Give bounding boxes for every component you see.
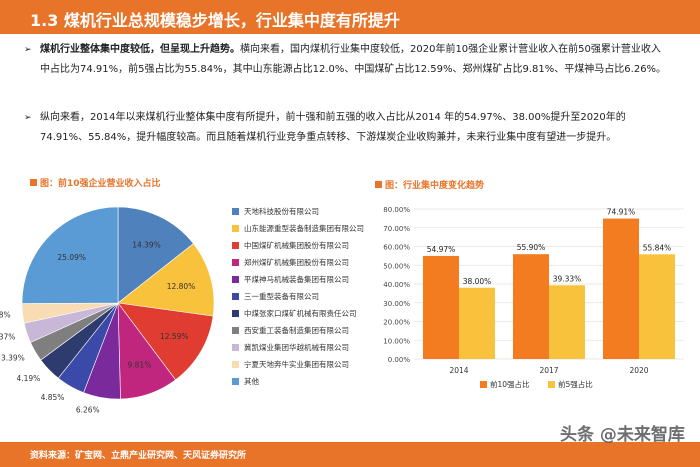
legend-item: 三一重型装备有限公司 — [232, 290, 319, 303]
source-note: 资料来源：矿宝网、立鼎产业研究网、天风证券研究所 — [30, 451, 247, 461]
bar — [549, 285, 585, 359]
bar-chart: 0.00% 10.00% 20.00% 30.00% 40.00% 50.00% 60.00… — [383, 206, 684, 389]
pie-slice-label: 12.80% — [167, 282, 196, 291]
legend-label: 山东能源重型装备制造集团有限公司 — [244, 224, 364, 233]
pie-slice — [117, 302, 214, 381]
bar-value-label: 74.91% — [607, 208, 636, 217]
legend-label: 中国煤矿机械集团股份有限公司 — [244, 241, 349, 250]
section-header: 1.3 煤机行业总规模稳步增长，行业集中度有所提升 — [0, 0, 700, 34]
y-tick-label: 80.00% — [383, 206, 410, 214]
legend-item: 西安重工装备制造集团有限公司 — [232, 324, 349, 337]
legend-item: 山东能源重型装备制造集团有限公司 — [232, 222, 364, 235]
legend-swatch — [232, 293, 239, 300]
bar-legend-label: 前5强占比 — [558, 379, 593, 389]
legend-label: 西安重工装备制造集团有限公司 — [244, 326, 349, 335]
paragraph-2-body: 纵向来看，2014年以来煤机行业整体集中度有所提升，前十强和前五强的收入占比从2… — [40, 112, 626, 143]
pie-figure-title: 图：前10强企业营业收入占比 — [30, 176, 161, 189]
bar-value-label: 54.97% — [427, 245, 456, 254]
legend-label: 平煤神马机械装备集团有限公司 — [244, 275, 349, 284]
legend-item: 中国煤矿机械集团股份有限公司 — [232, 239, 349, 252]
y-tick-label: 30.00% — [383, 300, 410, 308]
legend-swatch — [232, 327, 239, 334]
legend-label: 天地科技股份有限公司 — [244, 207, 319, 216]
pie-slice-label: 9.81% — [128, 361, 152, 370]
y-tick-label: 70.00% — [383, 225, 410, 233]
y-tick-label: 50.00% — [383, 262, 410, 270]
bar-figure-title: 图：行业集中度变化趋势 — [375, 178, 484, 191]
y-tick-label: 20.00% — [383, 319, 410, 327]
bar-value-label: 38.00% — [463, 277, 492, 286]
legend-swatch — [232, 378, 239, 385]
legend-swatch — [232, 225, 239, 232]
x-tick-label: 2014 — [449, 366, 468, 375]
x-tick-label: 2017 — [539, 366, 558, 375]
watermark: 头条 @未来智库 — [560, 425, 685, 445]
pie-slice-label: 3.37% — [0, 333, 15, 342]
legend-item: 郑州煤矿机械集团股份有限公司 — [232, 256, 349, 269]
legend-item: 冀凯煤业集团华越机械有限公司 — [232, 341, 349, 354]
y-tick-label: 60.00% — [383, 244, 410, 252]
bullet-arrow-icon: ➢ — [24, 45, 32, 55]
pie-slice — [117, 206, 194, 304]
bar-value-label: 39.33% — [553, 274, 582, 283]
legend-item: 平煤神马机械装备集团有限公司 — [232, 273, 349, 286]
legend-swatch — [232, 242, 239, 249]
pie-chart: 14.39% 12.80% 12.59% 9.81% 6.26% 4.85% 4.19% 3.… — [0, 206, 215, 414]
legend-swatch — [232, 361, 239, 368]
bar — [639, 254, 675, 359]
legend-swatch — [232, 208, 239, 215]
y-tick-label: 0.00% — [388, 356, 411, 364]
paragraph-2: ➢ 纵向来看，2014年以来煤机行业整体集中度有所提升，前十强和前五强的收入占比… — [24, 108, 670, 148]
legend-label: 中煤张家口煤矿机械有限责任公司 — [244, 309, 357, 318]
y-tick-label: 10.00% — [383, 337, 410, 345]
legend-swatch — [232, 276, 239, 283]
legend-label: 冀凯煤业集团华越机械有限公司 — [244, 343, 349, 352]
bullet-arrow-icon: ➢ — [24, 113, 32, 123]
pie-slice-label: 6.26% — [76, 405, 100, 414]
pie-slice-label: 12.59% — [160, 332, 189, 341]
legend-item: 其他 — [232, 375, 259, 388]
legend-label: 其他 — [244, 377, 259, 386]
pie-slice — [117, 243, 215, 317]
bar-legend-swatch — [480, 381, 487, 388]
legend-label: 三一重型装备有限公司 — [244, 292, 319, 301]
bar-legend-swatch — [548, 381, 555, 388]
paragraph-1-body: 横向来看，国内煤机行业集中度较低，2020年前10强企业累计营业收入在前50强累… — [40, 44, 667, 75]
pie-slice-label: 3.39% — [1, 354, 25, 363]
bar-legend-label: 前10强占比 — [490, 379, 530, 389]
bar-value-label: 55.84% — [643, 243, 672, 252]
paragraph-1-lead: 煤机行业整体集中度较低，但呈现上升趋势。 — [40, 44, 240, 55]
legend-item: 宁夏天地奔牛实业集团有限公司 — [232, 358, 349, 371]
pie-slice-label: 25.09% — [57, 253, 86, 262]
legend-swatch — [232, 259, 239, 266]
legend-label: 宁夏天地奔牛实业集团有限公司 — [244, 360, 349, 369]
legend-swatch — [232, 344, 239, 351]
pie-slice-label: 4.19% — [16, 374, 40, 383]
legend-label: 郑州煤矿机械集团股份有限公司 — [244, 258, 349, 267]
footer-bar: 资料来源：矿宝网、立鼎产业研究网、天风证券研究所 — [0, 442, 700, 467]
legend-swatch — [232, 310, 239, 317]
bar — [603, 218, 639, 359]
legend-item: 中煤张家口煤矿机械有限责任公司 — [232, 307, 357, 320]
paragraph-1: ➢ 煤机行业整体集中度较低，但呈现上升趋势。横向来看，国内煤机行业集中度较低，2… — [24, 40, 670, 80]
pie-slice-label: 14.39% — [132, 240, 161, 249]
pie-slice — [21, 206, 119, 304]
bar — [459, 287, 495, 359]
bar — [423, 255, 459, 359]
x-tick-label: 2020 — [629, 366, 648, 375]
section-title: 1.3 煤机行业总规模稳步增长，行业集中度有所提升 — [30, 11, 400, 30]
bar-value-label: 55.90% — [517, 243, 546, 252]
y-tick-label: 40.00% — [383, 281, 410, 289]
pie-slice-label: 3.28% — [0, 311, 11, 320]
legend-item: 天地科技股份有限公司 — [232, 205, 319, 218]
pie-slice-label: 4.85% — [41, 393, 65, 402]
bar — [513, 254, 549, 359]
